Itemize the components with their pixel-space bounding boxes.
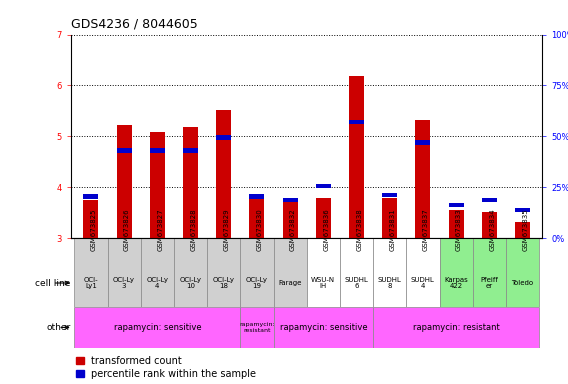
FancyBboxPatch shape [240, 238, 274, 307]
Bar [382, 199, 397, 238]
FancyBboxPatch shape [207, 238, 240, 307]
Text: GDS4236 / 8044605: GDS4236 / 8044605 [71, 18, 198, 31]
Text: GSM673826: GSM673826 [124, 208, 130, 250]
Bar [316, 199, 331, 238]
Text: rapamycin: sensitive: rapamycin: sensitive [279, 323, 367, 332]
FancyBboxPatch shape [74, 307, 240, 348]
Bar [83, 194, 98, 199]
Text: GSM673829: GSM673829 [224, 208, 229, 250]
Text: OCI-Ly
3: OCI-Ly 3 [113, 277, 135, 289]
Bar [515, 208, 530, 212]
Text: rapamycin: sensitive: rapamycin: sensitive [114, 323, 201, 332]
Text: GSM673834: GSM673834 [489, 208, 495, 250]
Text: OCI-Ly
19: OCI-Ly 19 [246, 277, 268, 289]
Bar [482, 212, 497, 238]
Bar [150, 148, 165, 153]
Text: SUDHL
4: SUDHL 4 [411, 277, 435, 289]
Bar [183, 148, 198, 153]
Text: SUDHL
8: SUDHL 8 [378, 277, 402, 289]
FancyBboxPatch shape [74, 238, 107, 307]
FancyBboxPatch shape [274, 307, 373, 348]
Text: GSM673828: GSM673828 [190, 208, 197, 250]
FancyBboxPatch shape [373, 307, 539, 348]
Bar [249, 199, 264, 238]
Text: rapamycin:
resistant: rapamycin: resistant [239, 322, 275, 333]
Bar [515, 222, 530, 238]
Text: Toledo: Toledo [511, 280, 533, 286]
Text: Pfeiff
er: Pfeiff er [481, 277, 498, 289]
Text: GSM673830: GSM673830 [257, 208, 263, 250]
Bar [449, 203, 463, 207]
FancyBboxPatch shape [141, 238, 174, 307]
Text: GSM673831: GSM673831 [390, 208, 396, 250]
Bar [382, 192, 397, 197]
Text: rapamycin: resistant: rapamycin: resistant [413, 323, 499, 332]
Bar [116, 125, 132, 238]
Bar [249, 194, 264, 199]
Text: OCI-Ly
10: OCI-Ly 10 [179, 277, 202, 289]
Bar [283, 200, 298, 238]
Text: GSM673836: GSM673836 [323, 208, 329, 250]
Text: GSM673832: GSM673832 [290, 208, 296, 250]
Bar [283, 198, 298, 202]
Text: Farage: Farage [278, 280, 302, 286]
Text: cell line: cell line [35, 278, 70, 288]
Text: OCI-Ly
4: OCI-Ly 4 [147, 277, 168, 289]
FancyBboxPatch shape [240, 307, 274, 348]
Bar [349, 120, 364, 124]
FancyBboxPatch shape [274, 238, 307, 307]
Bar [216, 110, 231, 238]
FancyBboxPatch shape [174, 238, 207, 307]
Text: OCI-Ly
18: OCI-Ly 18 [213, 277, 235, 289]
Text: GSM673838: GSM673838 [357, 208, 362, 250]
Legend: transformed count, percentile rank within the sample: transformed count, percentile rank withi… [76, 356, 256, 379]
FancyBboxPatch shape [440, 238, 473, 307]
FancyBboxPatch shape [506, 238, 539, 307]
Bar [216, 135, 231, 140]
Bar [183, 127, 198, 238]
FancyBboxPatch shape [473, 238, 506, 307]
Text: OCI-
Ly1: OCI- Ly1 [83, 277, 98, 289]
Bar [150, 132, 165, 238]
Bar [316, 184, 331, 189]
FancyBboxPatch shape [107, 238, 141, 307]
Bar [415, 140, 431, 145]
Text: WSU-N
IH: WSU-N IH [311, 277, 335, 289]
Text: GSM673837: GSM673837 [423, 208, 429, 250]
Bar [349, 76, 364, 238]
Text: GSM673833: GSM673833 [456, 208, 462, 250]
FancyBboxPatch shape [340, 238, 373, 307]
Bar [415, 120, 431, 238]
Bar [449, 210, 463, 238]
Text: Karpas
422: Karpas 422 [444, 277, 468, 289]
Text: SUDHL
6: SUDHL 6 [345, 277, 369, 289]
FancyBboxPatch shape [307, 238, 340, 307]
Bar [482, 198, 497, 202]
Text: GSM673827: GSM673827 [157, 208, 164, 250]
Bar [116, 148, 132, 153]
Text: GSM673835: GSM673835 [523, 208, 528, 250]
FancyBboxPatch shape [373, 238, 406, 307]
FancyBboxPatch shape [406, 238, 440, 307]
Text: other: other [46, 323, 70, 332]
Bar [83, 200, 98, 238]
Text: GSM673825: GSM673825 [91, 208, 97, 250]
